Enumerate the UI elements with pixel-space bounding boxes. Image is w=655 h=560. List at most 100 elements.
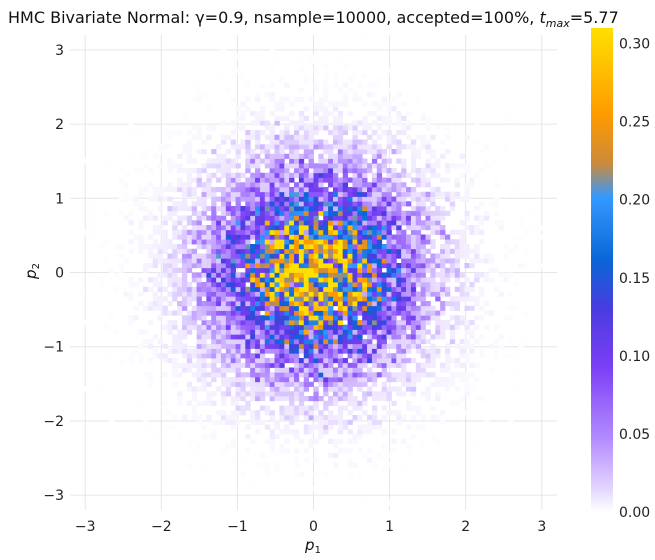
heatmap-cell (444, 168, 451, 174)
heatmap-cell (367, 334, 373, 340)
heatmap-cell (444, 358, 451, 364)
heatmap-cell (143, 305, 149, 311)
heatmap-cell (123, 196, 129, 202)
heatmap-cell (328, 353, 334, 359)
heatmap-cell (449, 339, 456, 345)
heatmap-cell (454, 253, 460, 259)
heatmap-cell (235, 329, 241, 335)
heatmap-cell (430, 253, 436, 259)
heatmap-cell (284, 367, 290, 373)
heatmap-cell (264, 263, 271, 269)
heatmap-cell (216, 215, 222, 221)
heatmap-cell (376, 372, 383, 378)
heatmap-cell (255, 172, 261, 178)
heatmap-cell (196, 196, 202, 202)
heatmap-cell (128, 210, 134, 216)
heatmap-cell (386, 500, 392, 506)
heatmap-cell (211, 324, 217, 330)
heatmap-cell (211, 377, 217, 383)
heatmap-cell (118, 168, 124, 174)
heatmap-cell (240, 348, 246, 354)
heatmap-cell (284, 182, 290, 188)
heatmap-cell (391, 291, 397, 297)
heatmap-cell (386, 191, 392, 197)
heatmap-cell (294, 286, 300, 292)
heatmap-cell (381, 329, 387, 335)
heatmap-cell (357, 301, 363, 307)
heatmap-cell (376, 391, 383, 397)
heatmap-cell (220, 324, 227, 330)
heatmap-cell (211, 291, 217, 297)
heatmap-cell (108, 267, 115, 273)
heatmap-cell (420, 282, 426, 288)
heatmap-cell (230, 324, 236, 330)
heatmap-cell (206, 305, 212, 311)
heatmap-cell (367, 320, 373, 326)
heatmap-cell (308, 172, 314, 178)
heatmap-cell (191, 296, 198, 302)
heatmap-cell (386, 282, 392, 288)
heatmap-cell (435, 187, 441, 193)
heatmap-cell (367, 210, 373, 216)
heatmap-cell (357, 320, 363, 326)
heatmap-cell (386, 106, 392, 112)
heatmap-cell (401, 220, 407, 226)
heatmap-cell (298, 87, 305, 93)
heatmap-cell (269, 296, 275, 302)
heatmap-cell (279, 410, 285, 416)
heatmap-cell (430, 415, 436, 421)
heatmap-cell (313, 372, 319, 378)
heatmap-cell (235, 201, 241, 207)
heatmap-cell (396, 144, 402, 150)
heatmap-cell (211, 206, 217, 212)
heatmap-cell (211, 400, 217, 406)
heatmap-cell (225, 320, 232, 326)
heatmap-cell (352, 182, 358, 188)
heatmap-cell (94, 258, 100, 264)
heatmap-cell (245, 191, 251, 197)
heatmap-cell (191, 239, 198, 245)
heatmap-cell (313, 400, 319, 406)
heatmap-cell (289, 353, 295, 359)
heatmap-cell (289, 339, 295, 345)
heatmap-cell (337, 263, 344, 269)
heatmap-cell (186, 168, 193, 174)
heatmap-cell (459, 353, 465, 359)
heatmap-cell (250, 481, 256, 487)
heatmap-cell (323, 472, 329, 478)
heatmap-cell (352, 282, 358, 288)
heatmap-cell (420, 353, 426, 359)
heatmap-cell (386, 206, 392, 212)
heatmap-cell (84, 158, 90, 164)
heatmap-cell (298, 286, 305, 292)
heatmap-cell (401, 253, 407, 259)
heatmap-cell (128, 130, 134, 136)
heatmap-cell (225, 391, 232, 397)
heatmap-cell (357, 253, 363, 259)
heatmap-cell (469, 258, 475, 264)
heatmap-cell (449, 206, 456, 212)
heatmap-cell (162, 372, 168, 378)
heatmap-cell (430, 286, 436, 292)
heatmap-cell (425, 320, 431, 326)
heatmap-cell (167, 263, 173, 269)
heatmap-cell (284, 343, 290, 349)
heatmap-cell (235, 391, 241, 397)
heatmap-cell (362, 282, 368, 288)
heatmap-cell (284, 130, 290, 136)
heatmap-cell (128, 229, 134, 235)
heatmap-cell (138, 329, 144, 335)
heatmap-cell (230, 244, 236, 250)
heatmap-cell (211, 358, 217, 364)
heatmap-cell (425, 305, 431, 311)
heatmap-cell (362, 248, 368, 254)
heatmap-cell (406, 201, 412, 207)
heatmap-cell (294, 324, 300, 330)
heatmap-cell (459, 396, 465, 402)
heatmap-cell (342, 182, 348, 188)
heatmap-cell (128, 353, 134, 359)
heatmap-cell (269, 163, 275, 169)
heatmap-cell (410, 139, 417, 145)
heatmap-cell (264, 134, 271, 140)
heatmap-cell (425, 329, 431, 335)
